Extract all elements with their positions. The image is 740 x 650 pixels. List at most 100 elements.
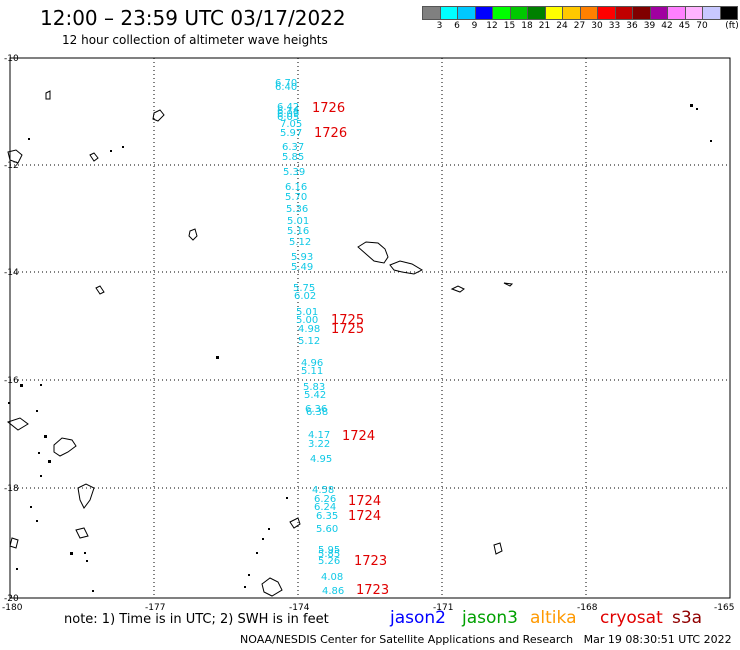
lat-label: -10 [4,54,19,64]
wave-height-value: 4.98 [298,324,320,335]
wave-height-value: 6.26 [314,494,336,505]
wave-height-value: 5.83 [303,382,325,393]
lat-label: -14 [4,268,19,278]
wave-height-value: 6.36 [305,404,327,415]
wave-height-value: 5.01 [296,307,318,318]
wave-height-value: 6.24 [314,502,336,513]
wave-height-value: 5.11 [301,366,323,377]
wave-height-value: 5.12 [289,237,311,248]
wave-height-value: 6.70 [275,78,297,89]
viti-levu-island [53,437,77,457]
lon-label: -171 [433,603,453,613]
satellite-s3a-label: s3a [672,608,703,628]
wave-height-value: 5.97 [280,128,302,139]
wave-height-value: 6.14 [277,106,299,117]
latitude-labels: -10 -12 -14 -16 -18 -20 [4,54,19,604]
wave-height-value: 6.42 [277,102,299,113]
wave-height-readings: 6.706.406.426.146.096.057.055.976.375.85… [275,78,344,597]
wave-height-value: 4.95 [310,454,332,465]
wave-height-value: 6.40 [275,82,297,93]
satellite-jason3-label: jason3 [462,608,518,628]
coastlines [6,90,514,597]
lat-label: -20 [4,594,19,604]
wave-height-value: 6.02 [294,291,316,302]
lat-label: -18 [4,484,19,494]
scale-label: 24 [556,21,568,31]
wave-height-value: 5.01 [287,216,309,227]
satellite-altika-label: altika [530,608,577,628]
map-frame [9,57,731,599]
scale-label: 45 [678,21,691,31]
time-stamp-label: 1723 [356,583,389,598]
wave-height-value: 3.22 [308,439,330,450]
savaii-island [357,241,389,264]
wave-height-value: 7.05 [280,119,302,130]
wave-height-value: 6.05 [277,112,299,123]
graticule [10,58,730,598]
footer-credit: NOAA/NESDIS Center for Satellite Applica… [240,633,732,646]
upolu-island [389,260,424,275]
time-stamp-label: 1724 [348,509,381,524]
wave-height-value: 5.75 [293,283,315,294]
scale-label: 70 [696,21,708,31]
wave-height-value: 5.93 [291,252,313,263]
scale-color-swatch [719,6,738,20]
wave-height-value: 5.39 [283,167,305,178]
scale-label: 42 [661,21,673,31]
wave-height-value: 5.42 [304,390,326,401]
scale-label: 9 [471,21,478,31]
note-text: note: 1) Time is in UTC; 2) SWH is in fe… [64,612,329,627]
time-stamp-label: 1725 [331,322,364,337]
time-stamp-label: 1726 [312,101,345,116]
wave-height-value: 5.16 [287,226,309,237]
wave-height-value: 5.95 [318,545,340,556]
scale-label: 36 [626,21,638,31]
wave-height-value: 6.09 [277,109,299,120]
time-stamp-label: 1723 [354,554,387,569]
scale-label: 3 [436,21,443,31]
lon-label: -168 [577,603,598,613]
scale-label: 6 [454,21,460,31]
scale-label: 39 [643,21,656,31]
time-stamp-label: 1725 [331,313,364,328]
scale-label: 33 [608,21,621,31]
lon-label: -180 [2,603,23,613]
scale-label: 21 [538,21,551,31]
time-stamp-label: 1726 [314,126,347,141]
time-stamp-label: 1724 [342,429,375,444]
time-stamp-label: 1724 [348,494,381,509]
lon-label: -174 [289,603,310,613]
wave-height-value: 5.12 [298,336,320,347]
lon-label: -165 [714,603,734,613]
page-title: 12:00 – 23:59 UTC 03/17/2022 [40,6,346,30]
satellite-cryosat-label: cryosat [600,608,663,628]
scale-label: 18 [521,21,533,31]
wave-height-value: 5.26 [318,556,340,567]
lat-label: -12 [4,161,19,171]
scale-unit: (ft) [725,21,739,31]
tonga-group [261,577,283,597]
scale-label: 12 [486,21,498,31]
wave-height-value: 4.58 [312,485,334,496]
wave-height-value: 5.70 [285,192,307,203]
scale-label: 27 [573,21,586,31]
wave-height-value: 5.49 [291,262,313,273]
wave-height-value: 5.36 [286,204,308,215]
wave-height-value: 5.60 [316,524,338,535]
wave-height-value: 6.35 [316,511,338,522]
small-islets [8,104,712,592]
wave-height-value: 6.16 [285,182,307,193]
wave-height-value: 5.85 [282,152,304,163]
wave-height-value: 6.38 [306,407,328,418]
scale-label: 15 [503,21,516,31]
scale-label: 30 [591,21,603,31]
wave-height-value: 4.17 [308,430,330,441]
satellite-jason2-label: jason2 [390,608,446,628]
vanua-levu-island [77,483,95,509]
lon-label: -177 [145,603,165,613]
longitude-labels: -180 -177 -174 -171 -168 -165 [2,603,734,613]
wave-height-value: 4.86 [322,586,344,597]
wave-height-value: 5.00 [296,315,318,326]
